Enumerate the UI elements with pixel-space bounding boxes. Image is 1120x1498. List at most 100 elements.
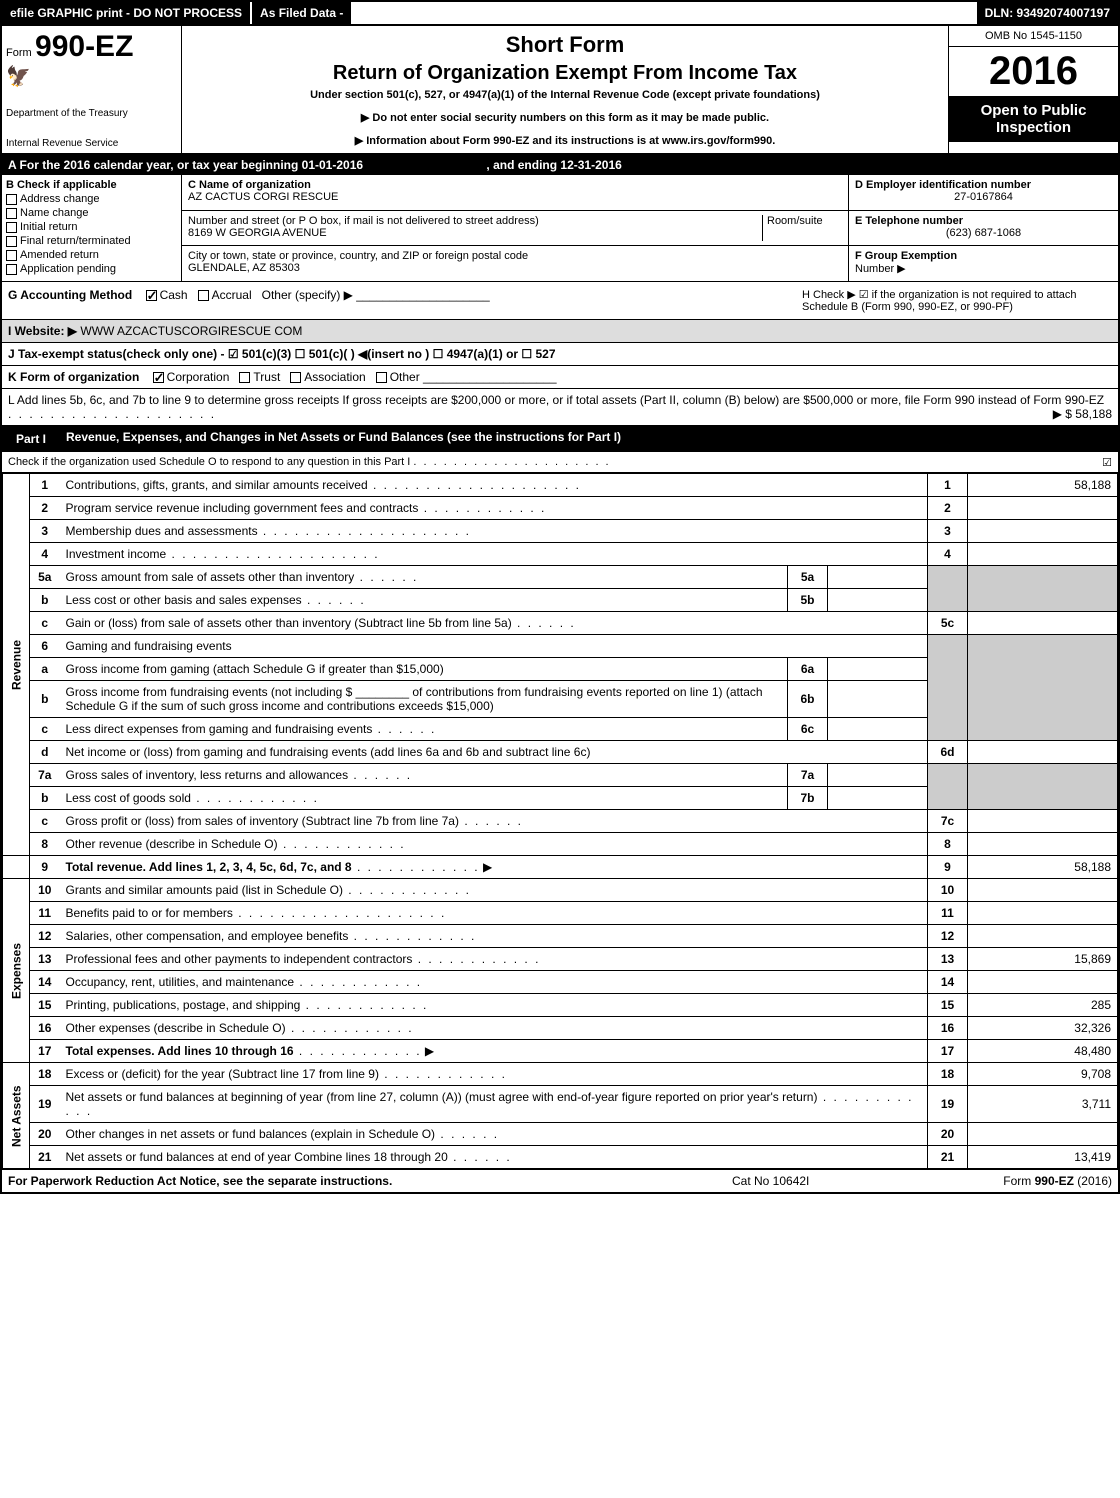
website-value: WWW AZCACTUSCORGIRESCUE COM	[80, 324, 302, 338]
l5a-desc: Gross amount from sale of assets other t…	[60, 566, 788, 589]
l6a-sv	[828, 658, 928, 681]
l8-desc: Other revenue (describe in Schedule O)	[60, 833, 928, 856]
l6-gray	[928, 635, 968, 741]
l7a-num: 7a	[30, 764, 60, 787]
row-i: I Website: ▶ WWW AZCACTUSCORGIRESCUE COM	[2, 320, 1118, 343]
l7a-sn: 7a	[788, 764, 828, 787]
footer-left: For Paperwork Reduction Act Notice, see …	[8, 1174, 732, 1188]
col-d: D Employer identification number 27-0167…	[848, 175, 1118, 281]
part1-header: Part I Revenue, Expenses, and Changes in…	[2, 426, 1118, 452]
col-b-header: B Check if applicable	[6, 179, 177, 191]
l6a-desc: Gross income from gaming (attach Schedul…	[60, 658, 788, 681]
l7a-sv	[828, 764, 928, 787]
l18-desc: Excess or (deficit) for the year (Subtra…	[60, 1063, 928, 1086]
l3-desc: Membership dues and assessments	[60, 520, 928, 543]
l1-amt: 58,188	[968, 474, 1118, 497]
open-public: Open to Public Inspection	[949, 96, 1118, 142]
ein-label: D Employer identification number	[855, 179, 1112, 191]
l12-num: 12	[30, 925, 60, 948]
ein-value: 27-0167864	[855, 191, 1112, 203]
phone-label: E Telephone number	[855, 215, 1112, 227]
l3-num: 3	[30, 520, 60, 543]
footer: For Paperwork Reduction Act Notice, see …	[2, 1169, 1118, 1192]
l17-num: 17	[30, 1040, 60, 1063]
street-value: 8169 W GEORGIA AVENUE	[188, 227, 762, 239]
tax-year: 2016	[949, 47, 1118, 96]
footer-mid: Cat No 10642I	[732, 1174, 932, 1188]
form-header: Form 990-EZ 🦅 Department of the Treasury…	[2, 26, 1118, 155]
l2-ln: 2	[928, 497, 968, 520]
l15-ln: 15	[928, 994, 968, 1017]
l5ab-gray2	[968, 566, 1118, 612]
l14-num: 14	[30, 971, 60, 994]
phone-row: E Telephone number (623) 687-1068	[849, 211, 1118, 247]
row-a: A For the 2016 calendar year, or tax yea…	[2, 155, 1118, 175]
header-left: Form 990-EZ 🦅 Department of the Treasury…	[2, 26, 182, 153]
l5c-amt	[968, 612, 1118, 635]
l5c-ln: 5c	[928, 612, 968, 635]
l1-desc: Contributions, gifts, grants, and simila…	[60, 474, 928, 497]
l3-ln: 3	[928, 520, 968, 543]
form-number: 990-EZ	[35, 30, 133, 63]
side-expenses: Expenses	[3, 879, 30, 1063]
l7a-desc: Gross sales of inventory, less returns a…	[60, 764, 788, 787]
l7b-sv	[828, 787, 928, 810]
l5ab-gray	[928, 566, 968, 612]
l13-desc: Professional fees and other payments to …	[60, 948, 928, 971]
l14-amt	[968, 971, 1118, 994]
l21-desc: Net assets or fund balances at end of ye…	[60, 1146, 928, 1169]
l12-ln: 12	[928, 925, 968, 948]
row-g-left: G Accounting Method Cash Accrual Other (…	[8, 288, 802, 313]
row-a-ending: , and ending 12-31-2016	[486, 158, 621, 172]
omb-number: OMB No 1545-1150	[949, 26, 1118, 47]
cb-amended: Amended return	[6, 249, 177, 261]
l7b-desc: Less cost of goods sold	[60, 787, 788, 810]
l5b-desc: Less cost or other basis and sales expen…	[60, 589, 788, 612]
city-value: GLENDALE, AZ 85303	[188, 262, 842, 274]
form-prefix: Form	[6, 47, 32, 59]
l6b-sn: 6b	[788, 681, 828, 718]
l10-desc: Grants and similar amounts paid (list in…	[60, 879, 928, 902]
row-l-text: L Add lines 5b, 6c, and 7b to line 9 to …	[8, 393, 1104, 407]
l7b-sn: 7b	[788, 787, 828, 810]
street-row: Number and street (or P O box, if mail i…	[182, 211, 848, 247]
l6-desc: Gaming and fundraising events	[60, 635, 928, 658]
l7c-ln: 7c	[928, 810, 968, 833]
l15-num: 15	[30, 994, 60, 1017]
topbar-asfiled: As Filed Data -	[250, 2, 351, 24]
l16-desc: Other expenses (describe in Schedule O)	[60, 1017, 928, 1040]
org-name-label: C Name of organization	[188, 179, 842, 191]
cb-other	[376, 372, 387, 383]
form-page: efile GRAPHIC print - DO NOT PROCESS As …	[0, 0, 1120, 1194]
k-label: K Form of organization	[8, 370, 139, 384]
l11-desc: Benefits paid to or for members	[60, 902, 928, 925]
l9-desc: Total revenue. Add lines 1, 2, 3, 4, 5c,…	[60, 856, 928, 879]
l17-desc: Total expenses. Add lines 10 through 16 …	[60, 1040, 928, 1063]
l10-num: 10	[30, 879, 60, 902]
l4-ln: 4	[928, 543, 968, 566]
g-label: G Accounting Method	[8, 288, 132, 302]
l6d-ln: 6d	[928, 741, 968, 764]
topbar: efile GRAPHIC print - DO NOT PROCESS As …	[2, 2, 1118, 26]
arrow-info: ▶ Information about Form 990-EZ and its …	[188, 134, 942, 147]
l21-ln: 21	[928, 1146, 968, 1169]
l6c-sn: 6c	[788, 718, 828, 741]
l3-amt	[968, 520, 1118, 543]
topbar-efile: efile GRAPHIC print - DO NOT PROCESS	[2, 2, 250, 24]
row-j-text: J Tax-exempt status(check only one) - ☑ …	[8, 347, 556, 361]
l6b-desc: Gross income from fundraising events (no…	[60, 681, 788, 718]
topbar-dln: DLN: 93492074007197	[977, 2, 1118, 24]
l11-num: 11	[30, 902, 60, 925]
col-c: C Name of organization AZ CACTUS CORGI R…	[182, 175, 848, 281]
l6b-num: b	[30, 681, 60, 718]
cb-address: Address change	[6, 193, 177, 205]
l19-num: 19	[30, 1086, 60, 1123]
l5a-sn: 5a	[788, 566, 828, 589]
row-l-amount: ▶ $ 58,188	[1053, 407, 1112, 421]
cb-pending: Application pending	[6, 263, 177, 275]
l10-amt	[968, 879, 1118, 902]
row-h: H Check ▶ ☑ if the organization is not r…	[802, 288, 1112, 313]
short-form-title: Short Form	[188, 32, 942, 58]
phone-value: (623) 687-1068	[855, 227, 1112, 239]
l8-amt	[968, 833, 1118, 856]
